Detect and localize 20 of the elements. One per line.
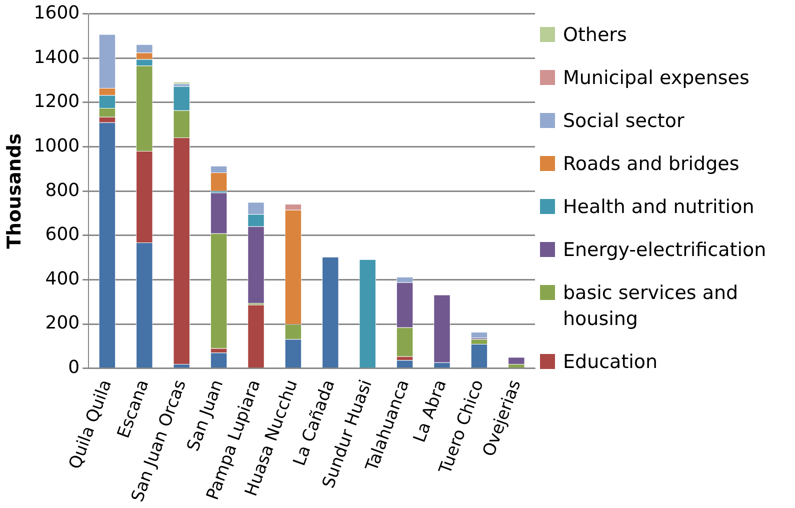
legend-label: Health and nutrition	[563, 195, 754, 220]
y-tick-label: 1200	[34, 91, 80, 112]
y-tick-label: 200	[45, 312, 80, 334]
y-tick-label: 600	[45, 224, 80, 246]
x-tick-label: La Abra	[410, 377, 451, 446]
y-tick-label: 400	[45, 268, 80, 290]
legend-label: Others	[563, 23, 627, 48]
y-tick-label: 800	[45, 180, 80, 201]
legend-label: basic services and housing	[563, 281, 740, 332]
y-tick-label: 1600	[34, 2, 80, 24]
y-tick-label: 0	[68, 357, 80, 378]
legend-label: Energy-electrification	[563, 238, 766, 263]
y-tick-label: 1000	[34, 135, 80, 156]
y-axis-title: Thousands	[3, 133, 26, 249]
y-tick-label: 1400	[34, 46, 80, 68]
legend-label: Roads and bridges	[563, 152, 740, 177]
legend-label: Social sector	[563, 109, 684, 134]
legend-label: Education	[563, 350, 658, 375]
x-tick-label: Quila Quila	[65, 377, 116, 472]
legend-label: Municipal expenses	[563, 66, 750, 91]
